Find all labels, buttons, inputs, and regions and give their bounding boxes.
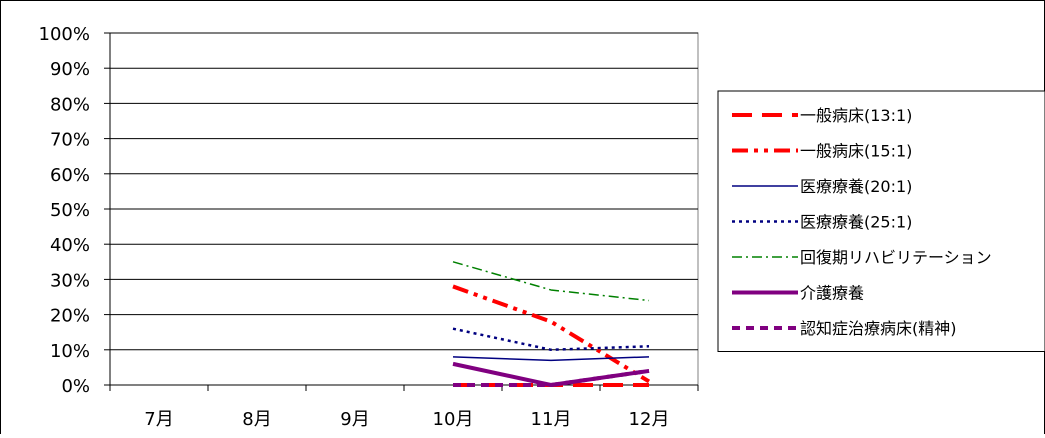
x-tick-label: 9月 <box>340 409 369 430</box>
series-line-5 <box>452 261 650 302</box>
legend-label-2: 一般病床(15:1) <box>800 142 912 161</box>
y-tick-label: 20% <box>50 306 90 327</box>
series-line-4 <box>452 327 650 352</box>
y-tick-label: 90% <box>50 59 90 80</box>
x-tick-label: 7月 <box>144 409 173 430</box>
legend-label-1: 一般病床(13:1) <box>800 106 912 125</box>
y-tick-label: 40% <box>50 235 90 256</box>
series-line-7 <box>453 368 650 387</box>
legend-label-6: 介護療養 <box>800 284 864 303</box>
y-tick-label: 0% <box>61 376 90 397</box>
x-tick-label: 8月 <box>242 409 271 430</box>
y-tick-label: 50% <box>50 200 90 221</box>
y-tick-label: 70% <box>50 130 90 151</box>
y-tick-label: 30% <box>50 270 90 291</box>
y-tick-label: 80% <box>50 94 90 115</box>
series-line-3 <box>452 356 650 362</box>
series-line-2 <box>452 284 651 384</box>
legend-box <box>717 90 1045 352</box>
legend-label-4: 医療療養(25:1) <box>800 213 912 232</box>
x-tick-label: 12月 <box>629 409 670 430</box>
legend-label-3: 医療療養(20:1) <box>800 177 912 196</box>
y-tick-label: 100% <box>39 24 90 45</box>
legend-label-5: 回復期リハビリテーション <box>800 248 992 267</box>
x-tick-label: 10月 <box>433 409 474 430</box>
y-tick-label: 60% <box>50 165 90 186</box>
y-tick-label: 10% <box>50 341 90 362</box>
legend-label-7: 認知症治療病床(精神) <box>800 319 957 338</box>
x-tick-label: 11月 <box>531 409 572 430</box>
